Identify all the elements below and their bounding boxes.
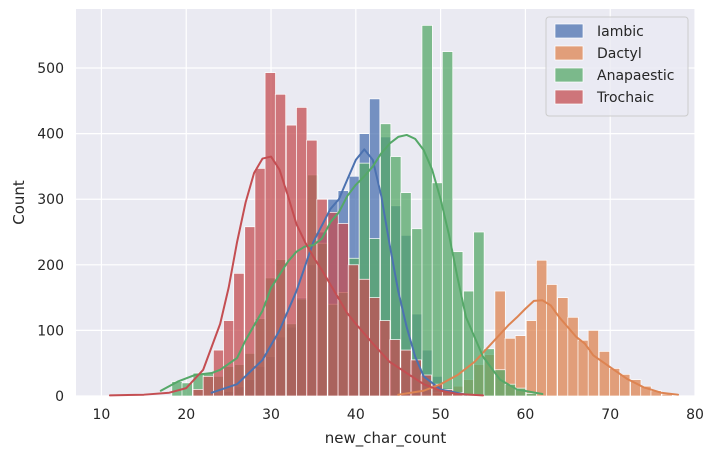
y-tick-label: 100: [37, 323, 64, 339]
bar-trochaic: [192, 389, 204, 397]
x-tick-label: 60: [516, 407, 534, 423]
bar-trochaic: [337, 223, 349, 397]
x-tick-label: 10: [93, 407, 111, 423]
kde-line-iambic: [210, 148, 468, 396]
bar-trochaic: [327, 211, 339, 397]
x-tick-label: 80: [686, 407, 704, 423]
kde-line-dactyl: [397, 299, 680, 396]
bar-anapaestic: [525, 393, 538, 397]
y-tick-label: 300: [37, 192, 64, 208]
histogram-bars: [171, 25, 673, 397]
bar-dactyl: [598, 351, 610, 397]
x-axis-ticks: 10 20 30 40 50 60 70 80: [93, 407, 704, 423]
x-axis-label: new_char_count: [325, 429, 447, 448]
kde-line-anapaestic: [159, 133, 544, 396]
legend-swatch-anapaestic: [554, 67, 584, 83]
y-axis-label: Count: [10, 180, 28, 225]
y-axis-ticks: 0 100 200 300 400 500: [37, 61, 64, 405]
x-tick-label: 20: [177, 407, 195, 423]
x-tick-label: 40: [347, 407, 365, 423]
bar-trochaic: [316, 198, 328, 397]
bar-trochaic: [223, 320, 235, 397]
kde-line-trochaic: [108, 155, 485, 397]
bar-dactyl: [587, 330, 599, 397]
x-tick-label: 50: [432, 407, 450, 423]
bar-dactyl: [619, 374, 631, 397]
y-tick-label: 200: [37, 258, 64, 274]
bars-trochaic: [192, 72, 464, 397]
y-tick-label: 500: [37, 61, 64, 77]
legend-label-trochaic: Trochaic: [596, 90, 654, 106]
legend: Iambic Dactyl Anapaestic Trochaic: [545, 16, 689, 117]
bar-dactyl: [514, 335, 527, 397]
legend-label-anapaestic: Anapaestic: [597, 68, 674, 84]
bar-trochaic: [233, 272, 245, 397]
bar-anapaestic: [483, 348, 495, 397]
x-tick-label: 30: [262, 407, 280, 423]
kde-curves: [108, 133, 680, 397]
bar-trochaic: [306, 139, 318, 397]
bar-anapaestic: [421, 25, 433, 397]
y-tick-label: 0: [55, 389, 64, 405]
bars-dactyl: [421, 259, 673, 397]
bar-anapaestic: [473, 231, 485, 397]
bar-anapaestic: [441, 51, 454, 397]
bar-anapaestic: [463, 290, 475, 397]
bar-trochaic: [379, 320, 391, 397]
legend-label-iambic: Iambic: [597, 24, 644, 40]
legend-swatch-trochaic: [554, 89, 584, 105]
bar-dactyl: [577, 339, 589, 397]
bar-dactyl: [546, 284, 558, 397]
legend-label-dactyl: Dactyl: [597, 46, 642, 62]
legend-swatch-dactyl: [554, 45, 584, 61]
y-tick-label: 400: [37, 127, 64, 143]
bar-anapaestic: [431, 182, 443, 397]
bar-dactyl: [525, 320, 538, 397]
bar-trochaic: [274, 93, 287, 397]
bar-anapaestic: [514, 387, 527, 397]
x-tick-label: 70: [601, 407, 619, 423]
bar-dactyl: [557, 297, 569, 397]
legend-swatch-iambic: [554, 23, 584, 39]
bar-dactyl: [536, 259, 548, 397]
bar-trochaic: [347, 264, 359, 397]
